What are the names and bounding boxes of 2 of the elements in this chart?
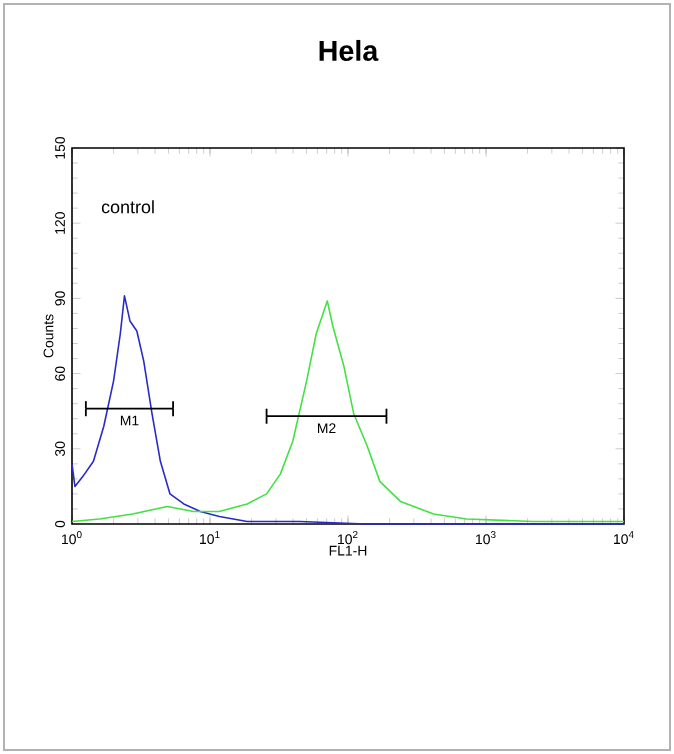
annotation: control: [101, 200, 154, 214]
chart-title: Hela: [319, 39, 379, 61]
